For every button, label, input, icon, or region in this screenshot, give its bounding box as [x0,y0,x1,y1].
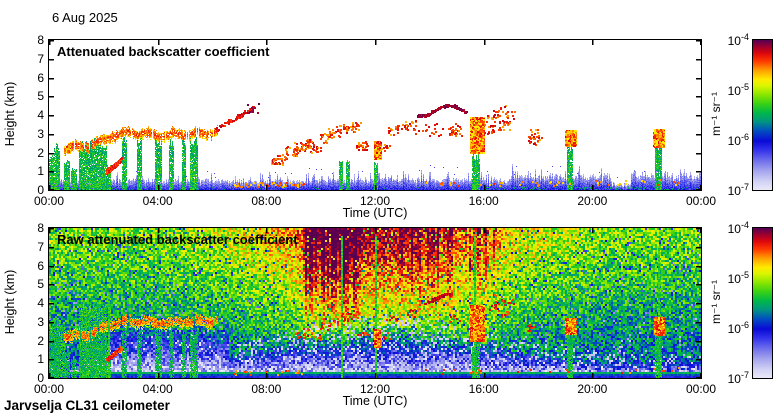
panel1-attenuated-backscatter [47,38,702,191]
panel1-ytick-5: 5 [37,89,44,104]
panel2-raw-backscatter [47,226,702,379]
panel2-ytick-1: 1 [37,352,44,367]
colorbar2-tick-2: 10-6 [727,320,749,336]
panel2-xtick-5: 20:00 [577,382,608,396]
colorbar-top-gradient [753,40,772,190]
panel1-xtick-6: 00:00 [685,194,717,208]
panel1-heatmap-canvas [48,39,701,190]
colorbar2-tick-0: 10-4 [727,220,749,236]
panel1-ytick-6: 6 [37,70,44,85]
panel1-title: Attenuated backscatter coefficient [57,44,270,59]
panel2-y-axis-label: Height (km) [3,269,17,335]
panel2-ytick-4: 4 [37,296,44,310]
panel2-ytick-2: 2 [37,333,44,348]
colorbar-bottom-unit-label: m⁻¹ sr⁻¹ [709,280,723,324]
panel1-ytick-1: 1 [37,164,44,179]
colorbar2-tick-3: 10-7 [727,370,749,386]
panel1-xtick-1: 04:00 [142,194,173,208]
panel1-xtick-2: 08:00 [251,194,282,208]
panel2-heatmap-canvas [48,227,701,378]
colorbar1-tick-2: 10-6 [727,132,749,148]
panel2-xtick-6: 00:00 [685,382,717,396]
panel2-ytick-0: 0 [37,371,44,385]
panel2-ytick-5: 5 [37,277,44,292]
panel2-xtick-3: 12:00 [359,382,391,396]
colorbar-bottom [752,227,773,379]
panel1-y-axis-label: Height (km) [3,81,17,147]
panel2-xtick-0: 00:00 [33,382,65,396]
panel1-ytick-2: 2 [37,145,44,160]
instrument-label: Jarvselja CL31 ceilometer [4,398,170,413]
panel1-ytick-7: 7 [37,51,44,66]
panel1-x-axis-label: Time (UTC) [342,206,408,220]
panel2-ytick-6: 6 [37,258,44,273]
panel1-ytick-3: 3 [37,126,44,141]
panel2-xtick-1: 04:00 [142,382,173,396]
colorbar-bottom-gradient [753,228,772,378]
colorbar1-tick-3: 10-7 [727,182,749,198]
panel2-title: Raw attenuated backscatter coefficient [57,232,298,247]
colorbar2-tick-1: 10-5 [727,270,749,286]
colorbar1-tick-0: 10-4 [727,32,749,48]
panel2-xtick-2: 08:00 [251,382,282,396]
panel1-ytick-8: 8 [37,33,44,47]
panel2-xtick-4: 16:00 [468,382,499,396]
panel1-xtick-3: 12:00 [359,194,391,208]
panel2-x-axis-label: Time (UTC) [342,394,408,408]
panel1-xtick-0: 00:00 [33,194,65,208]
colorbar1-tick-1: 10-5 [727,82,749,98]
panel1-xtick-4: 16:00 [468,194,499,208]
colorbar-top-unit-label: m⁻¹ sr⁻¹ [709,92,723,136]
colorbar-top [752,39,773,191]
panel1-ytick-4: 4 [37,108,44,122]
panel2-ytick-3: 3 [37,314,44,329]
panel1-ytick-0: 0 [37,183,44,197]
panel1-xtick-5: 20:00 [577,194,608,208]
panel2-ytick-7: 7 [37,239,44,254]
panel2-ytick-8: 8 [37,221,44,235]
date-label: 6 Aug 2025 [52,10,118,25]
